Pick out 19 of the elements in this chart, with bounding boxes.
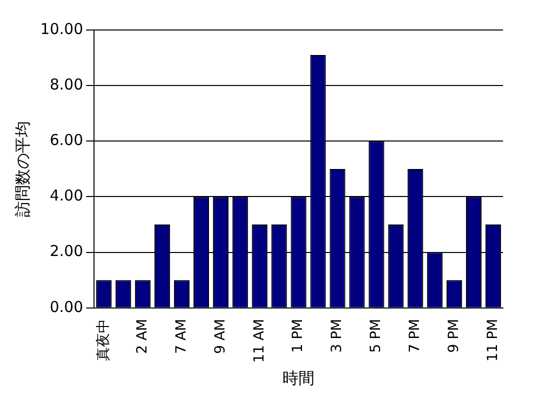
x-tick-label: 11 PM: [484, 318, 501, 362]
x-tick-label: 2 AM: [134, 318, 150, 354]
x-tick-label: 1 PM: [290, 318, 306, 353]
x-tick-label: 5 PM: [368, 318, 384, 353]
x-axis-title: 時間: [282, 368, 315, 388]
y-tick-label: 2.00: [50, 242, 84, 260]
y-tick-label: 8.00: [50, 75, 84, 94]
x-tick-label: 7 AM: [173, 318, 190, 354]
y-tick-label: 4.00: [50, 186, 84, 205]
x-tick-label: 7 PM: [407, 318, 424, 353]
x-tick-label: 11 AM: [251, 318, 268, 363]
y-tick-label: 0.00: [50, 298, 84, 316]
y-tick-label: 6.00: [50, 131, 84, 150]
x-tick-label: 9 AM: [212, 318, 228, 354]
x-tick-label: 9 PM: [446, 318, 462, 353]
y-axis-title: 訪問数の平均: [12, 120, 32, 217]
x-tick-label: 3 PM: [329, 318, 346, 353]
y-tick-label: 10.00: [40, 20, 84, 38]
x-tick-label: 真夜中: [96, 318, 112, 361]
